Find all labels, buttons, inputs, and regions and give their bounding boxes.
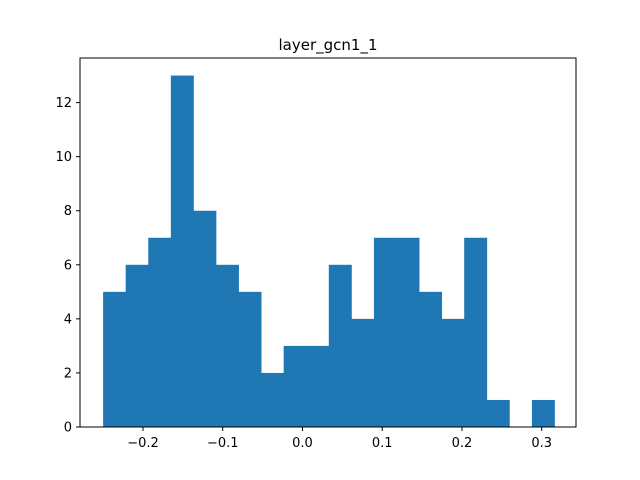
x-tick-label: 0.2	[452, 436, 473, 451]
x-tick-label: 0.1	[372, 436, 393, 451]
histogram-bar	[464, 237, 488, 427]
plot-frame	[79, 57, 577, 428]
y-tick-label: 4	[64, 312, 72, 327]
histogram-bar	[419, 291, 443, 427]
histogram-bar	[125, 264, 149, 427]
chart-title: layer_gcn1_1	[279, 36, 378, 55]
histogram-bar	[531, 399, 555, 427]
histogram-bar	[351, 318, 375, 427]
histogram-bar	[170, 75, 194, 427]
histogram-bar	[193, 210, 217, 427]
y-tick-label: 2	[64, 366, 72, 381]
histogram-bar	[148, 237, 172, 427]
histogram-bar	[441, 318, 465, 427]
y-tick-label: 6	[64, 258, 72, 273]
histogram-bar	[396, 237, 420, 427]
histogram-bar	[328, 264, 352, 427]
histogram-bar	[261, 372, 285, 427]
histogram-bar	[238, 291, 262, 427]
y-tick-label: 0	[64, 421, 72, 436]
histogram-bar	[215, 264, 239, 427]
x-tick-label: −0.2	[127, 436, 159, 451]
x-axis: −0.2 −0.1 0.0 0.1 0.2 0.3	[127, 427, 552, 451]
histogram-bar	[283, 345, 307, 427]
histogram-bar	[306, 345, 330, 427]
y-tick-label: 8	[64, 204, 72, 219]
histogram-bar	[373, 237, 397, 427]
y-axis: 0 2 4 6 8 10 12	[55, 96, 80, 436]
y-tick-label: 10	[55, 150, 72, 165]
histogram-bar	[103, 291, 127, 427]
x-tick-label: −0.1	[207, 436, 239, 451]
histogram-bars	[103, 75, 555, 427]
x-tick-label: 0.3	[531, 436, 552, 451]
y-tick-label: 12	[55, 96, 72, 111]
histogram-bar	[486, 399, 510, 427]
x-tick-label: 0.0	[292, 436, 313, 451]
